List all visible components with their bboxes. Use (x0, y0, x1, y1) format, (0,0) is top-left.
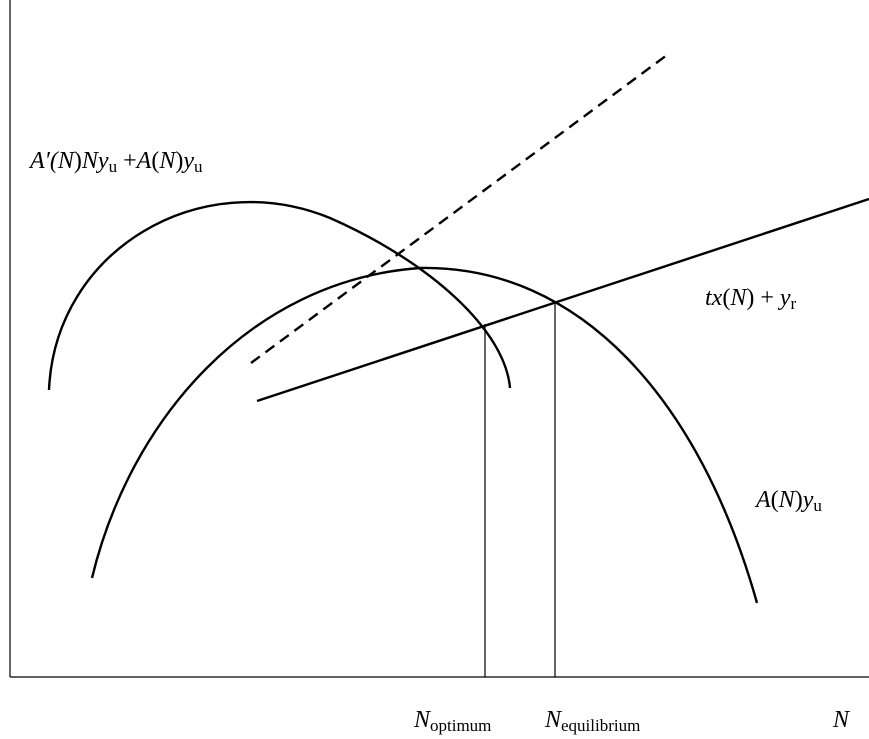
mc-p11: y (183, 148, 194, 174)
n-optimum-subscript: optimum (430, 716, 492, 735)
ac-p5: y (802, 487, 814, 513)
cl-p4: ) + (746, 285, 780, 311)
average-curve (90, 266, 759, 604)
mc-p7: A (136, 148, 152, 174)
cl-p5: y (779, 285, 791, 311)
mc-p3: ) (73, 148, 82, 174)
mc-p8: ( (151, 148, 160, 174)
n-optimum-symbol: N (414, 707, 431, 733)
cl-p2: ( (722, 285, 731, 311)
cl-p1: tx (705, 285, 723, 311)
mc-p6: + (117, 148, 137, 174)
mc-p9: N (159, 148, 176, 174)
mc-p4: Ny (81, 148, 109, 174)
mc-p10: ) (175, 148, 184, 174)
n-equilibrium-label: Nequilibrium (545, 707, 641, 735)
x-axis-label: N (833, 707, 850, 733)
ac-p6: u (813, 496, 822, 515)
mc-p2: N (57, 148, 74, 174)
cost-line-label: tx(N) + yr (705, 285, 797, 313)
ac-p3: N (778, 487, 795, 513)
mc-p1: A′( (30, 148, 58, 174)
mc-p5: u (108, 157, 118, 176)
mc-p12: u (193, 157, 203, 176)
cost-line (256, 197, 869, 403)
marginal-curve-label: A′(N)Nyu +A(N)yu (30, 148, 203, 176)
n-equilibrium-symbol: N (545, 707, 562, 733)
ac-p4: ) (794, 487, 803, 513)
average-curve-label: A(N)yu (756, 487, 822, 515)
ac-p1: A (756, 487, 771, 513)
cl-p6: r (790, 294, 797, 313)
dashed-line (250, 54, 668, 364)
cl-p3: N (730, 285, 747, 311)
marginal-curve (47, 201, 512, 391)
n-optimum-label: Noptimum (414, 707, 492, 735)
n-equilibrium-subscript: equilibrium (561, 716, 641, 735)
ac-p2: ( (770, 487, 779, 513)
